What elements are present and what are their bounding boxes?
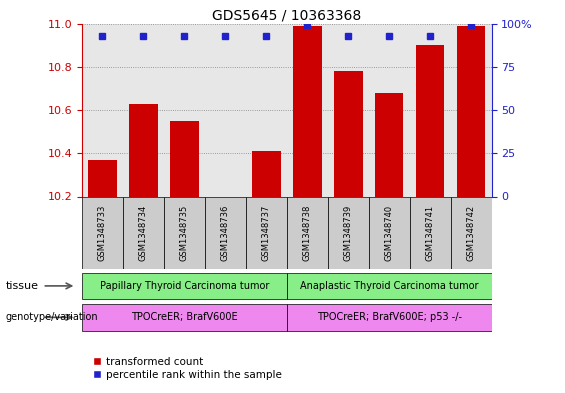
Bar	[82, 24, 123, 196]
Bar	[287, 273, 492, 299]
Bar	[123, 24, 164, 196]
Bar	[123, 196, 164, 269]
Bar	[246, 24, 287, 196]
Text: GSM1348742: GSM1348742	[467, 205, 476, 261]
Text: GSM1348733: GSM1348733	[98, 205, 107, 261]
Bar	[293, 26, 321, 196]
Bar	[205, 24, 246, 196]
Bar	[88, 160, 117, 196]
Bar	[164, 196, 205, 269]
Bar	[451, 24, 492, 196]
Legend: transformed count, percentile rank within the sample: transformed count, percentile rank withi…	[87, 353, 286, 384]
Bar	[82, 273, 287, 299]
Text: GSM1348737: GSM1348737	[262, 205, 271, 261]
Bar	[82, 304, 287, 331]
Bar	[457, 26, 485, 196]
Text: GSM1348735: GSM1348735	[180, 205, 189, 261]
Bar	[205, 196, 246, 269]
Text: tissue: tissue	[6, 281, 38, 291]
Bar	[328, 196, 369, 269]
Bar	[369, 24, 410, 196]
Text: GSM1348738: GSM1348738	[303, 205, 312, 261]
Bar	[252, 151, 281, 196]
Bar	[410, 24, 451, 196]
Text: genotype/variation: genotype/variation	[6, 312, 98, 322]
Bar	[246, 196, 287, 269]
Text: TPOCreER; BrafV600E: TPOCreER; BrafV600E	[131, 312, 238, 322]
Text: GSM1348736: GSM1348736	[221, 205, 230, 261]
Bar	[451, 196, 492, 269]
Bar	[369, 196, 410, 269]
Bar	[410, 196, 451, 269]
Bar	[170, 121, 199, 196]
Bar	[129, 103, 158, 196]
Bar	[334, 71, 363, 196]
Bar	[328, 24, 369, 196]
Text: GSM1348740: GSM1348740	[385, 205, 394, 261]
Text: Anaplastic Thyroid Carcinoma tumor: Anaplastic Thyroid Carcinoma tumor	[300, 281, 479, 291]
Bar	[416, 45, 445, 196]
Text: Papillary Thyroid Carcinoma tumor: Papillary Thyroid Carcinoma tumor	[99, 281, 269, 291]
Bar	[164, 24, 205, 196]
Bar	[287, 24, 328, 196]
Text: GSM1348739: GSM1348739	[344, 205, 353, 261]
Bar	[375, 93, 403, 196]
Bar	[287, 304, 492, 331]
Text: GSM1348741: GSM1348741	[425, 205, 434, 261]
Bar	[287, 196, 328, 269]
Text: GSM1348734: GSM1348734	[139, 205, 148, 261]
Title: GDS5645 / 10363368: GDS5645 / 10363368	[212, 8, 362, 22]
Text: TPOCreER; BrafV600E; p53 -/-: TPOCreER; BrafV600E; p53 -/-	[316, 312, 462, 322]
Bar	[82, 196, 123, 269]
